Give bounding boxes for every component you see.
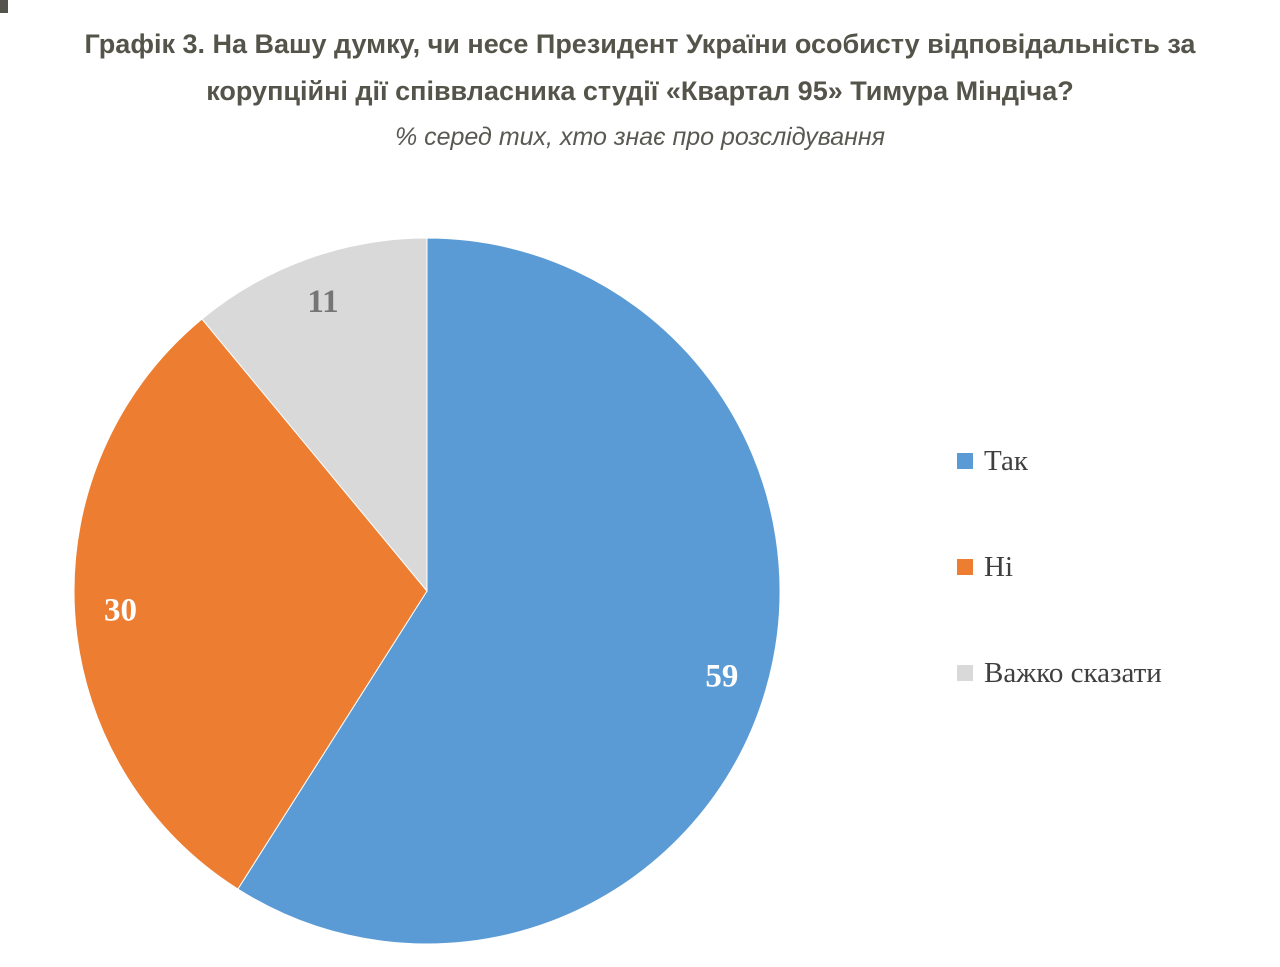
screen-edge-artifact (0, 0, 8, 13)
legend-label-tak: Так (984, 445, 1028, 477)
pie-data-label-Важко сказати: 11 (307, 284, 338, 320)
legend-swatch-ni-icon (957, 559, 973, 575)
legend-item-vazhko: Важко сказати (957, 656, 1162, 690)
legend-item-ni: Ні (957, 550, 1162, 584)
chart-title-line2: корупційні дії співвласника студії «Квар… (206, 76, 1074, 106)
legend-swatch-vazhko-icon (957, 665, 973, 681)
pie-slice-Так (237, 237, 781, 945)
chart-title: Графік 3. На Вашу думку, чи несе Президе… (40, 21, 1240, 115)
chart-subtitle: % серед тих, хто знає про розслідування (394, 123, 886, 151)
pie-slice-Важко сказати (201, 237, 428, 593)
legend-label-vazhko: Важко сказати (984, 657, 1162, 689)
legend-item-tak: Так (957, 444, 1162, 478)
legend: Так Ні Важко сказати (957, 444, 1162, 690)
pie-data-label-Ні: 30 (104, 592, 137, 628)
legend-swatch-tak-icon (957, 453, 973, 469)
pie-data-label-Так: 59 (705, 659, 738, 695)
legend-label-ni: Ні (984, 551, 1013, 583)
pie-slice-Ні (73, 318, 428, 890)
chart-title-line1: Графік 3. На Вашу думку, чи несе Президе… (84, 29, 1196, 59)
chart-header: Графік 3. На Вашу думку, чи несе Президе… (0, 0, 1280, 152)
